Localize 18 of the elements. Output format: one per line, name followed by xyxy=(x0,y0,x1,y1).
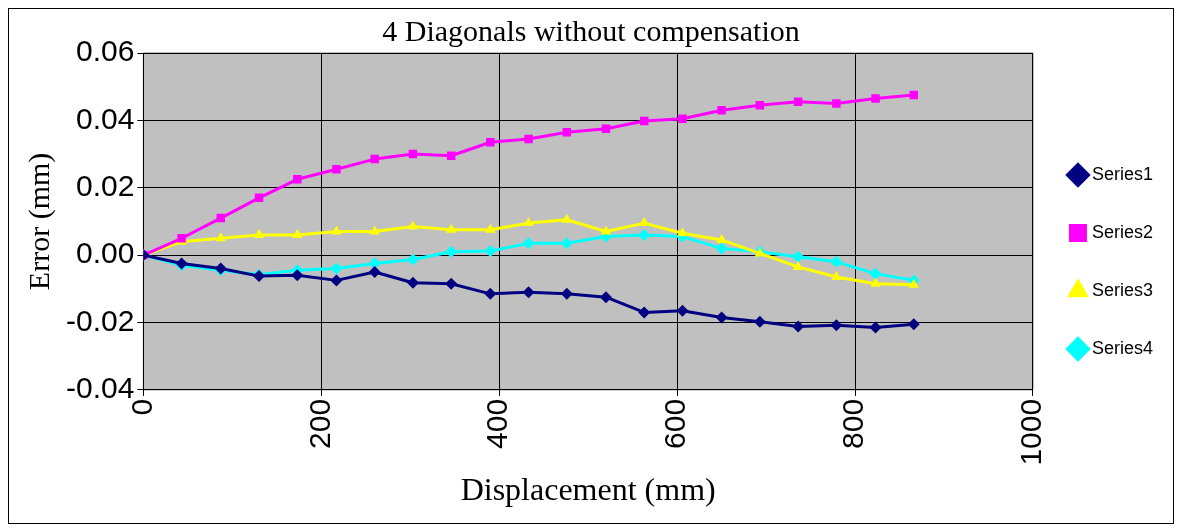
x-tick-label: 200 xyxy=(302,398,336,449)
legend-label: Series3 xyxy=(1091,279,1153,300)
x-tick-label: 0 xyxy=(124,398,158,416)
y-axis-title: Error (mm) xyxy=(21,152,56,291)
y-tick-label: 0.02 xyxy=(75,169,135,203)
x-tick-label: 400 xyxy=(480,398,514,449)
x-tick-label: 1000 xyxy=(1014,398,1048,466)
x-tick-label: 600 xyxy=(658,398,692,449)
y-tick-label: 0.06 xyxy=(75,34,135,68)
legend-label: Series2 xyxy=(1091,221,1153,242)
x-axis-title: Displacement (mm) xyxy=(460,471,716,508)
y-tick-label: 0.04 xyxy=(75,101,135,135)
x-tick-label: 800 xyxy=(836,398,870,449)
legend-label: Series1 xyxy=(1091,163,1153,184)
chart-title: 4 Diagonals without compensation xyxy=(382,13,800,47)
y-tick-label: 0.00 xyxy=(75,236,135,270)
legend-label: Series4 xyxy=(1091,337,1153,358)
y-tick-label: -0.02 xyxy=(65,303,135,337)
